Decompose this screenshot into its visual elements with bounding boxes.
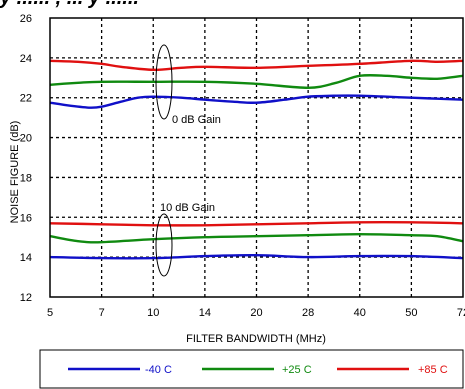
y-tick-label: 12 <box>20 292 32 304</box>
y-tick-label: 20 <box>20 133 32 145</box>
plot-frame <box>49 17 464 298</box>
series-line-25C-0dbgain <box>49 73 464 90</box>
annotation-ellipse-10db <box>155 213 173 277</box>
tick-labels: 12 14 16 18 20 22 24 26 5 7 10 14 20 28 40 50 72 <box>20 13 465 319</box>
legend-label: +25 C <box>282 364 312 376</box>
x-tick-label: 10 <box>147 307 159 319</box>
annotation-0db-gain: 0 dB Gain <box>172 114 221 126</box>
annotation-10db-gain: 10 dB Gain <box>160 202 215 214</box>
x-tick-label: 14 <box>199 307 211 319</box>
series-line-25C-10dbgain <box>49 232 464 244</box>
legend-label: -40 C <box>145 364 172 376</box>
x-tick-label: 72 <box>457 307 465 319</box>
series-line-40C-10dbgain <box>49 253 464 260</box>
y-tick-label: 16 <box>20 212 32 224</box>
page-title-fragment: y ...... , ... y ...... <box>0 0 465 9</box>
series-lines <box>49 59 464 260</box>
legend: -40 C +25 C +85 C <box>39 349 464 389</box>
y-tick-label: 26 <box>20 13 32 25</box>
x-tick-label: 7 <box>99 307 105 319</box>
y-axis-label: NOISE FIGURE (dB) <box>9 121 21 224</box>
annotations: 0 dB Gain 10 dB Gain <box>155 44 221 277</box>
x-axis-label: FILTER BANDWIDTH (MHz) <box>186 333 326 345</box>
legend-label: +85 C <box>418 364 448 376</box>
x-tick-label: 5 <box>47 307 53 319</box>
y-tick-label: 24 <box>20 53 32 65</box>
series-line-40C-0dbgain <box>49 94 464 109</box>
y-tick-label: 22 <box>20 93 32 105</box>
series-line-85C-10dbgain <box>49 220 464 227</box>
x-tick-label: 28 <box>302 307 314 319</box>
annotation-ellipse-0db <box>155 44 173 120</box>
plot-border <box>49 17 464 298</box>
y-tick-label: 14 <box>20 252 32 264</box>
x-tick-label: 40 <box>354 307 366 319</box>
series-line-85C-0dbgain <box>49 59 464 72</box>
x-tick-label: 50 <box>405 307 417 319</box>
x-tick-label: 20 <box>250 307 262 319</box>
y-tick-label: 18 <box>20 172 32 184</box>
